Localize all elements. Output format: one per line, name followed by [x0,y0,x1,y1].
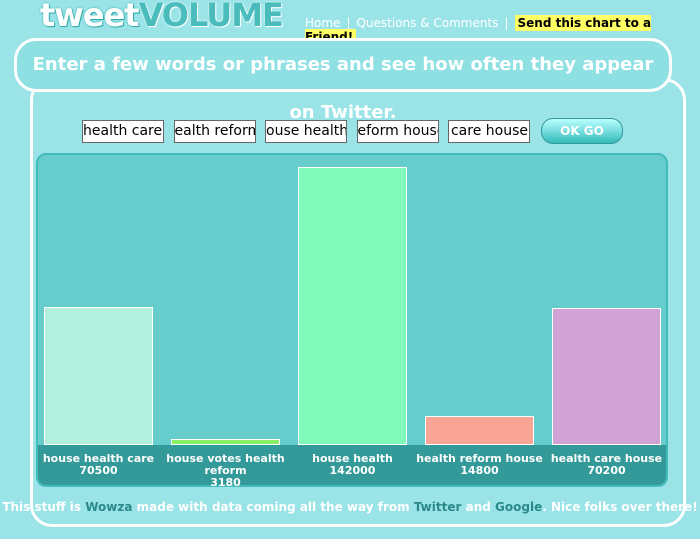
footer-link[interactable]: Twitter [413,500,462,514]
ok-button[interactable]: OK GO [541,118,623,144]
logo-part: VOLUME [138,0,284,34]
bar-label: house votes health reform 3180 [162,453,289,489]
bar-label: house health 142000 [289,453,416,477]
bar [44,306,153,445]
value-label: 3180 [210,476,241,489]
label-band [38,445,666,485]
value-label: 70500 [79,464,118,477]
bar [552,307,661,445]
banner: Enter a few words or phrases and see how… [14,38,672,123]
value-label: 14800 [460,464,499,477]
category-label: house votes health reform [166,452,285,477]
footer-link[interactable]: Wowza [85,500,133,514]
value-label: 70200 [587,464,626,477]
category-label: house health care [42,452,155,465]
text-input[interactable]: ealth reform [173,120,256,143]
footer-link[interactable]: Google [495,500,543,514]
text-input[interactable]: eform house [356,120,439,143]
footer: This stuff is Wowza made with data comin… [0,500,700,514]
footer-text: and [465,500,491,514]
separator: | [504,16,509,30]
nav-link[interactable]: Questions & Comments [356,16,499,30]
category-label: house health [312,452,393,465]
nav-link[interactable]: Home [305,16,341,30]
bar [298,167,407,445]
value-label: 142000 [329,464,376,477]
logo-part: tweet [40,0,140,34]
text-input[interactable]: ouse health [265,120,347,143]
bar-label: health care house 70200 [543,453,670,477]
logo[interactable]: tweetVOLUME [40,0,284,34]
text-input[interactable]: health care [82,120,164,143]
bar-label: health reform house 14800 [416,453,543,477]
footer-text: . Nice folks over there! [542,500,698,514]
category-label: health care house [550,452,663,465]
text-input[interactable]: care house [448,120,530,143]
bar-label: house health care 70500 [35,453,162,477]
bar [171,438,280,445]
footer-text: made with data coming all the way from [136,500,410,514]
separator: | [346,16,351,30]
footer-text: This stuff is [2,500,82,514]
category-label: health reform house [416,452,543,465]
bar [425,416,534,445]
